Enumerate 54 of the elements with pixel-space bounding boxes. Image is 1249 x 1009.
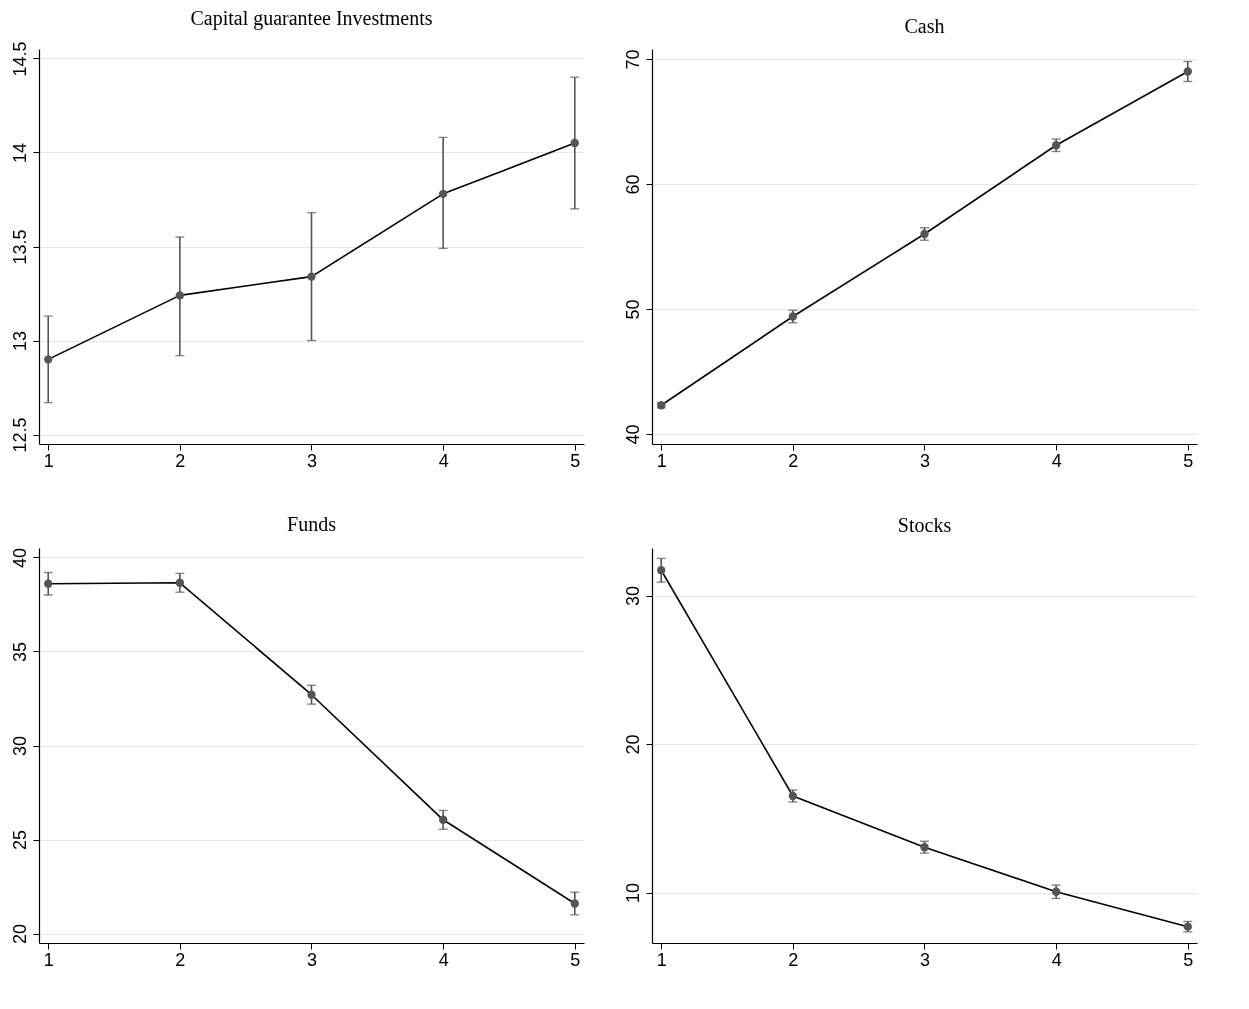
point	[44, 579, 53, 588]
y-tick-label: 50	[622, 299, 643, 320]
y-tick-label: 14	[9, 142, 30, 163]
x-tick-label: 1	[656, 949, 667, 970]
x-tick-label: 5	[570, 949, 581, 970]
y-tick-label: 70	[622, 49, 643, 70]
y-tick-label: 10	[622, 883, 643, 904]
x-tick-label: 5	[1183, 450, 1194, 471]
point	[1051, 887, 1061, 896]
point	[438, 189, 448, 199]
y-tick-label: 30	[9, 735, 30, 757]
x-tick-label: 4	[438, 949, 449, 970]
x-tick-label: 1	[43, 949, 54, 970]
x-tick-label: 3	[919, 450, 931, 471]
point	[570, 899, 579, 908]
x-tick-label: 2	[175, 450, 186, 471]
y-tick-label: 20	[9, 924, 30, 945]
x-tick-label: 1	[43, 450, 54, 471]
chart-title: Capital guarantee Investments	[190, 6, 433, 30]
chart-title: Cash	[904, 14, 945, 37]
chart-title: Funds	[287, 513, 337, 536]
point	[44, 355, 53, 364]
x-tick-label: 2	[788, 949, 799, 970]
x-tick-label: 1	[656, 450, 667, 471]
y-tick-label: 35	[9, 641, 30, 662]
y-tick-label: 40	[9, 547, 30, 568]
chart-title: Stocks	[897, 514, 952, 536]
point	[657, 566, 666, 575]
x-tick-label: 3	[306, 450, 318, 471]
y-tick-label: 13	[9, 331, 30, 352]
y-tick-label: 13.5	[9, 229, 30, 265]
x-tick-label: 5	[570, 450, 581, 471]
point	[438, 815, 448, 824]
y-tick-label: 25	[9, 830, 30, 851]
y-tick-label: 14.5	[9, 41, 30, 77]
x-tick-label: 3	[306, 949, 318, 970]
y-tick-label: 40	[622, 424, 643, 445]
y-tick-label: 12.5	[9, 417, 30, 453]
point	[307, 272, 316, 281]
point	[307, 690, 316, 699]
x-tick-label: 2	[788, 450, 799, 471]
y-tick-label: 20	[622, 734, 643, 755]
x-tick-label: 2	[175, 949, 186, 970]
x-tick-label: 4	[438, 450, 449, 471]
y-tick-label: 60	[622, 174, 643, 195]
point	[175, 291, 185, 300]
point	[175, 578, 185, 587]
point	[570, 138, 579, 148]
x-tick-label: 5	[1183, 949, 1194, 970]
y-tick-label: 30	[622, 586, 643, 607]
x-tick-label: 3	[919, 949, 931, 970]
point	[1183, 67, 1192, 76]
x-tick-label: 4	[1051, 949, 1062, 970]
x-tick-label: 4	[1051, 450, 1062, 471]
